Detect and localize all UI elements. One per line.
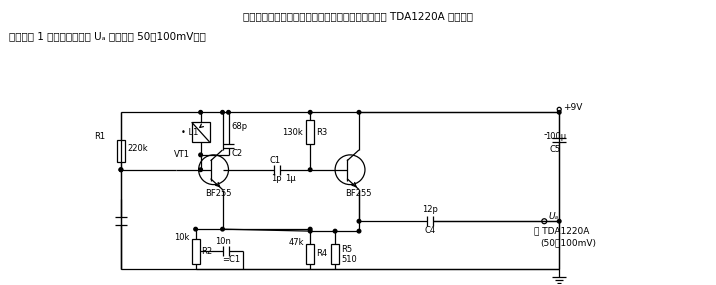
Text: 68p: 68p xyxy=(231,122,248,131)
Text: 47k: 47k xyxy=(289,237,304,247)
Text: • L1: • L1 xyxy=(180,128,198,137)
Circle shape xyxy=(309,111,312,114)
Circle shape xyxy=(119,168,122,172)
Circle shape xyxy=(119,168,122,172)
Text: R2: R2 xyxy=(202,247,213,256)
Circle shape xyxy=(227,111,231,114)
Text: 12p: 12p xyxy=(422,205,437,214)
Text: R4: R4 xyxy=(316,249,327,258)
Text: C4: C4 xyxy=(425,226,436,235)
Circle shape xyxy=(309,229,312,233)
Text: 至 TDA1220A: 至 TDA1220A xyxy=(534,227,590,236)
Text: 器的引脚 1 上。（输出电压 Uₐ 幅值约为 50～100mV）。: 器的引脚 1 上。（输出电压 Uₐ 幅值约为 50～100mV）。 xyxy=(9,31,206,41)
Text: BF255: BF255 xyxy=(345,189,372,198)
Text: 1μ: 1μ xyxy=(285,174,296,183)
Text: VT1: VT1 xyxy=(174,150,190,159)
Text: R3: R3 xyxy=(316,128,327,137)
Circle shape xyxy=(221,227,224,231)
Text: 100μ: 100μ xyxy=(546,132,566,141)
Text: 可用于接收机的简单晶振电路。输出振荡信号可接至 TDA1220A 运算放大: 可用于接收机的简单晶振电路。输出振荡信号可接至 TDA1220A 运算放大 xyxy=(243,11,473,21)
Circle shape xyxy=(194,227,198,231)
Text: 1p: 1p xyxy=(271,174,282,183)
Text: 220k: 220k xyxy=(127,144,147,153)
Bar xyxy=(192,239,200,264)
Text: R1: R1 xyxy=(94,132,105,141)
Text: Uₐ: Uₐ xyxy=(548,212,558,221)
Circle shape xyxy=(333,229,337,233)
Text: (50－100mV): (50－100mV) xyxy=(541,239,596,247)
Bar xyxy=(192,122,210,142)
Circle shape xyxy=(221,111,224,114)
Text: =C1: =C1 xyxy=(223,255,241,264)
Bar xyxy=(117,140,125,162)
Circle shape xyxy=(357,111,361,114)
Text: 10n: 10n xyxy=(216,237,231,246)
Text: 510: 510 xyxy=(341,255,357,264)
Bar xyxy=(306,120,314,144)
Circle shape xyxy=(558,219,561,223)
Text: +9V: +9V xyxy=(563,103,583,112)
Text: BF255: BF255 xyxy=(205,189,232,198)
Text: C5: C5 xyxy=(549,145,561,154)
Circle shape xyxy=(199,168,203,172)
Text: 10k: 10k xyxy=(174,233,189,242)
Text: C1: C1 xyxy=(269,156,281,165)
Circle shape xyxy=(199,111,203,114)
Text: C2: C2 xyxy=(231,149,243,158)
Bar xyxy=(306,244,314,264)
Bar xyxy=(331,244,339,264)
Circle shape xyxy=(199,153,203,157)
Text: 130k: 130k xyxy=(282,128,303,137)
Text: -: - xyxy=(543,129,547,139)
Circle shape xyxy=(357,219,361,223)
Circle shape xyxy=(357,229,361,233)
Text: R5: R5 xyxy=(341,245,352,255)
Circle shape xyxy=(309,227,312,231)
Circle shape xyxy=(558,111,561,114)
Circle shape xyxy=(309,168,312,172)
